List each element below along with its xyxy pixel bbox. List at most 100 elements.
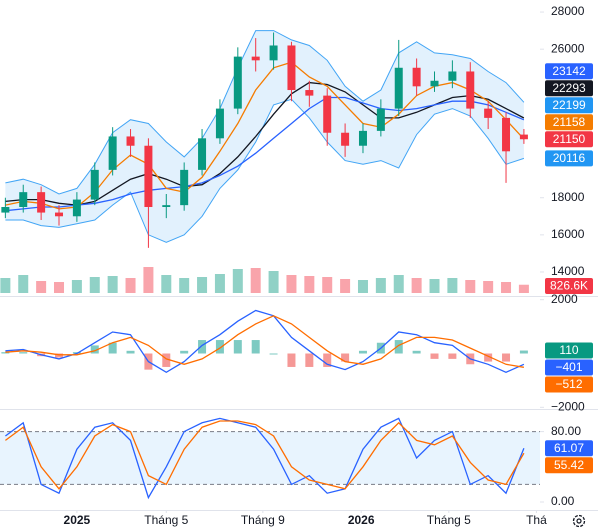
candle-body	[394, 67, 403, 109]
volume-bar	[125, 278, 136, 293]
y-tick-label: 0.00	[551, 494, 575, 508]
candle-body	[502, 117, 511, 152]
volume-bar	[501, 282, 512, 293]
volume-bar	[197, 277, 208, 293]
candle-body	[484, 108, 493, 118]
candle-body	[466, 71, 475, 109]
volume-bar	[286, 275, 297, 293]
candle-body	[269, 45, 278, 61]
volume-bar	[322, 277, 333, 293]
volume-bar	[518, 284, 529, 293]
x-tick-label: 2026	[348, 513, 375, 527]
volume-bar	[214, 274, 225, 293]
price-badge-label: 21158	[553, 115, 586, 129]
candle-body	[90, 169, 99, 200]
histogram-bar	[108, 342, 117, 354]
candle-body	[448, 71, 457, 81]
x-tick-label: Tháng 5	[144, 513, 188, 527]
histogram-bar	[323, 353, 332, 367]
candle-body	[126, 136, 135, 146]
price-badge	[545, 114, 593, 131]
volume-bar	[54, 282, 65, 293]
volume-bar	[18, 275, 29, 293]
candle-body	[144, 145, 153, 208]
histogram-bar	[233, 340, 242, 354]
price-badge	[545, 80, 593, 97]
histogram-bar	[305, 353, 314, 367]
volume-bar	[483, 281, 494, 293]
histogram-bar	[215, 340, 224, 354]
volume-bar	[232, 269, 243, 293]
y-tick-label: 80.00	[551, 424, 581, 438]
price-badge-label: 23142	[552, 64, 586, 78]
histogram-bar	[412, 350, 421, 354]
histogram-bar	[90, 345, 99, 354]
candle-body	[233, 56, 242, 109]
candle-body	[358, 130, 367, 146]
histogram-bar	[180, 350, 189, 354]
histogram-bar	[358, 350, 367, 354]
volume-bar	[161, 275, 172, 293]
volume-bar	[143, 267, 154, 293]
price-badge-label: 110	[559, 343, 578, 357]
histogram-bar	[502, 353, 511, 362]
price-badge	[545, 376, 593, 393]
band-upper	[5, 30, 525, 195]
histogram-bar	[162, 353, 171, 367]
candle-body	[519, 134, 528, 140]
price-badge-label: 21150	[553, 132, 586, 146]
settings-icon[interactable]	[572, 514, 586, 528]
volume-bar	[107, 276, 118, 293]
indicator-line	[5, 417, 525, 500]
candle-body	[108, 136, 117, 170]
y-tick-label: −2000	[551, 399, 585, 413]
histogram-bar	[19, 352, 28, 354]
volume-bar	[429, 279, 440, 293]
price-badge	[545, 457, 593, 474]
price-badge	[545, 278, 593, 294]
y-tick-label: 26000	[551, 41, 585, 55]
price-badge	[545, 440, 593, 457]
candle-body	[72, 199, 81, 217]
volume-bar	[36, 281, 47, 293]
volume-bar	[0, 278, 11, 293]
price-badge-label: 20116	[553, 151, 586, 165]
indicator-line	[5, 309, 525, 374]
candle-body	[1, 207, 10, 213]
histogram-bar	[55, 353, 64, 358]
candle-body	[19, 192, 28, 208]
histogram-bar	[341, 353, 350, 362]
price-badge	[545, 359, 593, 376]
histogram-bar	[1, 352, 10, 354]
candle-body	[180, 169, 189, 206]
histogram-bar	[448, 353, 457, 359]
histogram-bar	[126, 350, 135, 354]
moving-average	[5, 96, 525, 212]
price-badge-label: 826.6K	[550, 279, 588, 293]
volume-bar	[375, 278, 386, 293]
histogram-bar	[287, 353, 296, 367]
volume-bar	[411, 278, 422, 293]
price-badge	[545, 342, 593, 359]
indicator-line	[5, 420, 525, 490]
y-tick-label: 14000	[551, 264, 585, 278]
candle-body	[376, 108, 385, 131]
candle-body	[251, 56, 260, 61]
candle-body	[55, 212, 64, 217]
volume-bar	[304, 276, 315, 293]
histogram-bar	[519, 350, 528, 354]
volume-bar	[340, 279, 351, 293]
candle-body	[198, 138, 207, 170]
band-fill	[5, 30, 524, 243]
candle-body	[305, 90, 314, 96]
histogram-bar	[198, 340, 207, 354]
histogram-bar	[394, 340, 403, 354]
volume-bar	[71, 280, 82, 293]
volume-bar	[179, 278, 190, 293]
price-badge	[545, 97, 593, 114]
candle-body	[323, 95, 332, 133]
price-badge-label: −401	[555, 360, 582, 374]
price-badge-label: 55.42	[554, 458, 584, 472]
